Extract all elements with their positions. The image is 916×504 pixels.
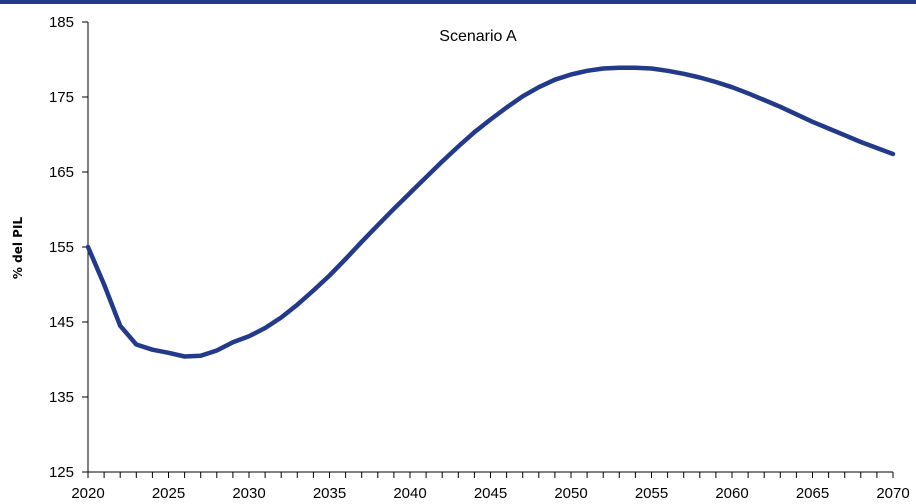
plot-area bbox=[85, 65, 896, 359]
x-tick-label: 2045 bbox=[474, 485, 507, 502]
x-tick-label: 2035 bbox=[313, 485, 346, 502]
x-tick-label: 2065 bbox=[796, 485, 829, 502]
chart-title: Scenario A bbox=[439, 28, 517, 45]
x-tick-label: 2020 bbox=[71, 485, 104, 502]
y-tick-label: 145 bbox=[49, 314, 74, 331]
x-tick-label: 2030 bbox=[232, 485, 265, 502]
y-tick-label: 135 bbox=[49, 389, 74, 406]
x-tick-label: 2070 bbox=[876, 485, 909, 502]
x-tick-label: 2040 bbox=[393, 485, 426, 502]
y-tick-label: 155 bbox=[49, 239, 74, 256]
y-tick-label: 165 bbox=[49, 164, 74, 181]
axes-group: 125 135 145 155 165 175 185 2020 2025 2030 2035 204… bbox=[49, 14, 910, 502]
y-tick-label: 175 bbox=[49, 89, 74, 106]
x-tick-label: 2050 bbox=[554, 485, 587, 502]
top-accent-rule bbox=[0, 0, 916, 4]
y-tick-label: 125 bbox=[49, 464, 74, 481]
y-tick-label: 185 bbox=[49, 14, 74, 31]
x-tick-label: 2025 bbox=[152, 485, 185, 502]
series-line bbox=[85, 65, 896, 359]
y-axis-title: % del PIL bbox=[11, 217, 25, 279]
x-tick-label: 2055 bbox=[635, 485, 668, 502]
x-tick-label: 2060 bbox=[715, 485, 748, 502]
